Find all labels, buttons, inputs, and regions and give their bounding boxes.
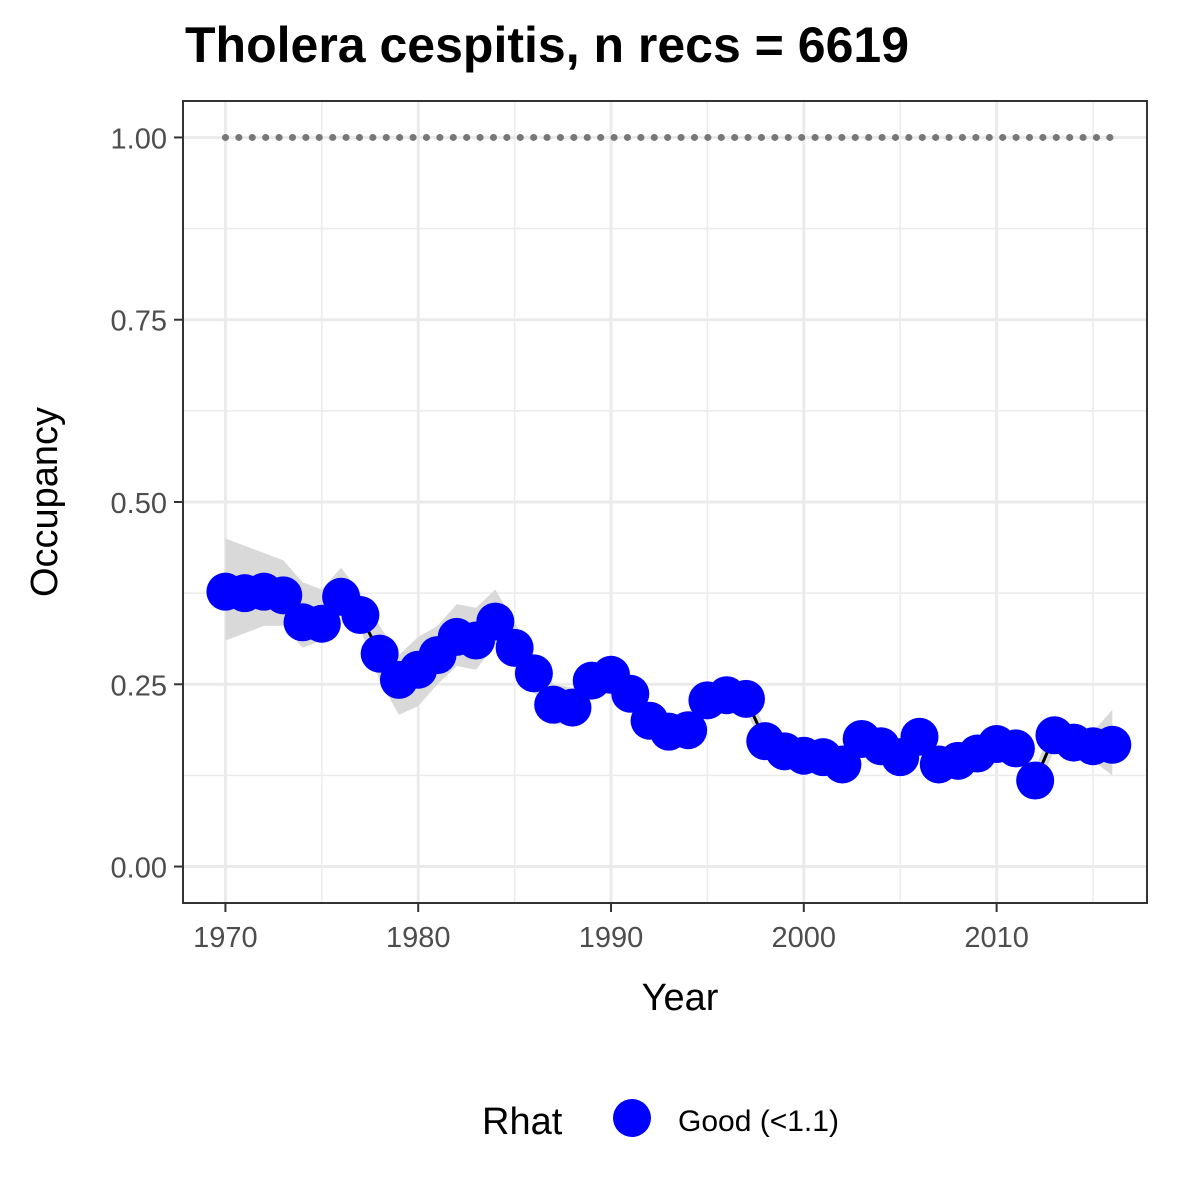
data-point: [264, 576, 303, 615]
x-axis-title: Year: [642, 977, 719, 1019]
data-point: [1093, 725, 1132, 764]
data-point: [669, 711, 708, 750]
chart-title: Tholera cespitis, n recs = 6619: [185, 17, 909, 73]
data-point: [996, 729, 1035, 768]
data-point: [553, 688, 592, 727]
y-axis-title: Occupancy: [24, 407, 66, 597]
y-tick-label: 1.00: [111, 123, 167, 155]
data-points: [206, 572, 1132, 800]
x-tick-label: 1970: [193, 922, 258, 954]
legend-item-label: Good (<1.1): [678, 1105, 839, 1138]
data-point: [900, 717, 939, 756]
legend-title: Rhat: [482, 1101, 563, 1143]
y-tick-label: 0.50: [111, 488, 167, 520]
data-point: [360, 634, 399, 673]
plot-panel: [182, 100, 1148, 904]
legend: Rhat Good (<1.1): [482, 1099, 839, 1143]
x-tick-label: 2010: [964, 922, 1029, 954]
data-point: [1016, 761, 1055, 800]
y-tick-label: 0.00: [111, 853, 167, 885]
x-tick-label: 1990: [579, 922, 644, 954]
data-point: [611, 674, 650, 713]
data-point: [476, 602, 515, 641]
data-point: [726, 679, 765, 718]
data-point: [514, 654, 553, 693]
y-tick-label: 0.75: [111, 306, 167, 338]
legend-key-marker: [613, 1099, 651, 1137]
x-tick-label: 2000: [772, 922, 837, 954]
y-tick-label: 0.25: [111, 670, 167, 702]
x-tick-label: 1980: [386, 922, 451, 954]
axes: 0.00 0.25 0.50 0.75 1.00 1970 1980 1990 2000 2010: [111, 123, 1029, 954]
data-point: [341, 596, 380, 635]
data-point: [302, 604, 341, 643]
